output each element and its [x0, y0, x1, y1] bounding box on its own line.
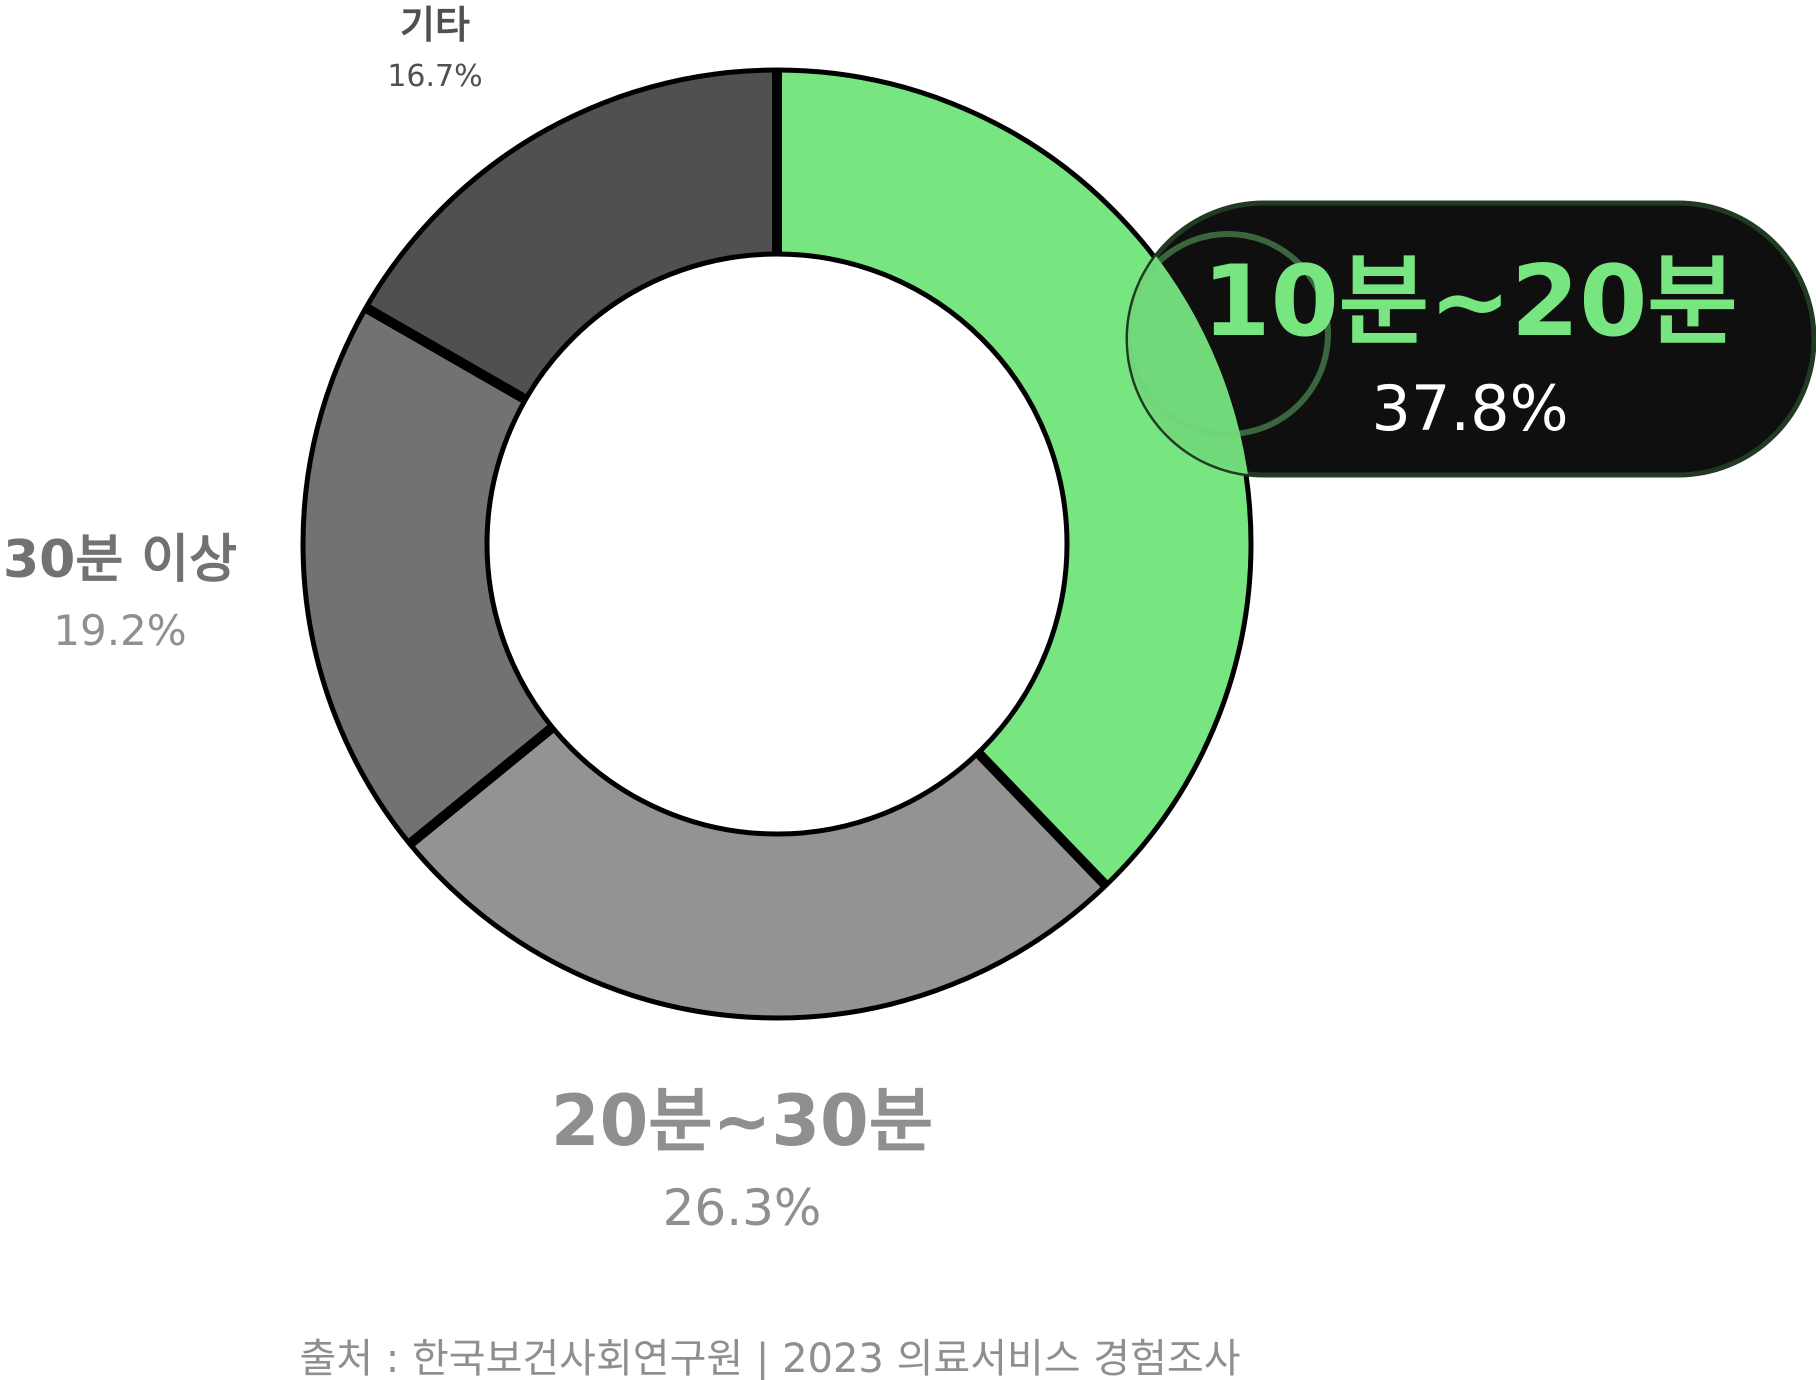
label-30-plus: 30분 이상 19.2%: [3, 530, 237, 655]
label-20-30-value: 26.3%: [663, 1179, 822, 1237]
label-20-30-name: 20분~30분: [551, 1080, 933, 1162]
label-other: 기타 16.7%: [387, 3, 482, 94]
callout-label: 10분~20분: [1202, 245, 1737, 359]
label-30-plus-value: 19.2%: [53, 606, 186, 655]
inner-ring: [487, 254, 1067, 834]
label-other-value: 16.7%: [387, 59, 482, 94]
label-30-plus-name: 30분 이상: [3, 530, 237, 590]
label-20-30: 20분~30분 26.3%: [551, 1080, 933, 1237]
callout-value: 37.8%: [1372, 372, 1569, 445]
label-other-name: 기타: [400, 3, 470, 47]
source-note: 출처 : 한국보건사회연구원 | 2023 의료서비스 경험조사: [299, 1336, 1240, 1380]
